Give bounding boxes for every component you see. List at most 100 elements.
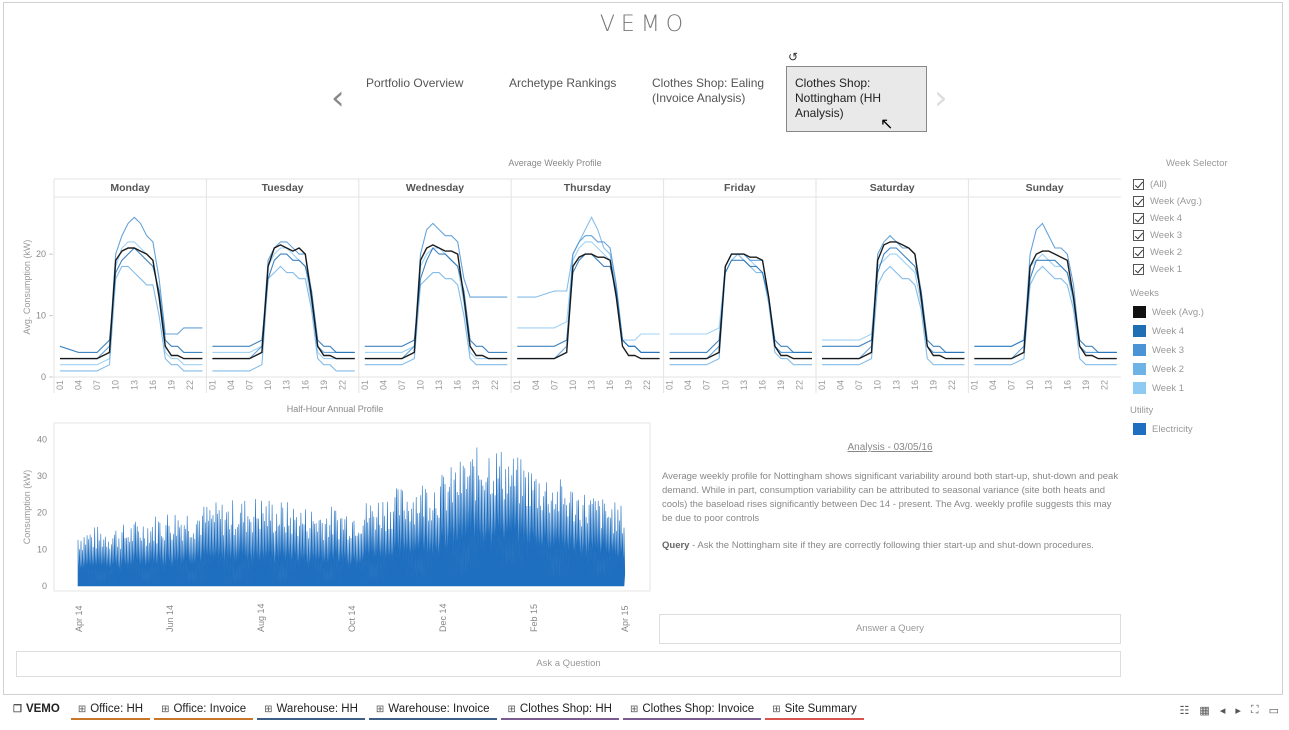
next-sheet-icon[interactable]: ▸ <box>1235 705 1241 717</box>
weeks-legend-item[interactable]: Week 4 <box>1133 324 1184 338</box>
week-selector-option[interactable]: (All) <box>1133 177 1167 191</box>
weekly-x-tick-label: 04 <box>988 380 998 390</box>
presentation-icon[interactable]: ▭ <box>1268 705 1279 717</box>
legend-swatch <box>1133 344 1146 356</box>
sheet-tab-label: Site Summary <box>784 703 857 715</box>
checkbox-checked-icon[interactable] <box>1133 195 1144 207</box>
sheet-icon: ⊞ <box>629 703 639 715</box>
week-selector-option[interactable]: Week 2 <box>1133 245 1182 259</box>
sheet-tab-bar: ❐ VEMO ⊞ Office: HH ⊞ Office: Invoice ⊞ Warehou… <box>0 698 1289 722</box>
week-selector-option[interactable]: Week 1 <box>1133 262 1182 276</box>
weekly-x-tick-label: 07 <box>92 380 102 390</box>
weekly-x-tick-label: 04 <box>683 380 693 390</box>
checkbox-checked-icon[interactable] <box>1133 178 1144 190</box>
grid-view-icon[interactable]: ▦ <box>1199 705 1210 717</box>
annual-x-tick-label: Oct 14 <box>347 605 357 632</box>
prev-sheet-icon[interactable]: ◂ <box>1219 705 1226 717</box>
weeks-legend-title: Weeks <box>1130 288 1159 299</box>
weekly-series-line-week-4-saturday <box>822 247 965 353</box>
weekly-x-tick-label: 19 <box>471 380 481 390</box>
sheet-tab-site-summary[interactable]: ⊞ Site Summary <box>765 700 864 720</box>
weekly-x-tick-label: 07 <box>1007 380 1017 390</box>
sheet-tab-warehouse-hh[interactable]: ⊞ Warehouse: HH <box>257 700 365 720</box>
weekly-series-line-week-3-wednesday <box>364 222 508 360</box>
weekly-x-tick-label: 13 <box>891 380 901 390</box>
weekly-x-tick-label: 19 <box>166 380 176 390</box>
week-selector-option[interactable]: Week 4 <box>1133 211 1182 225</box>
sheet-icon: ⊞ <box>161 703 170 715</box>
legend-swatch <box>1133 382 1146 394</box>
previous-arrow-icon[interactable]: ‹ <box>331 78 345 118</box>
checkbox-checked-icon[interactable] <box>1133 212 1144 224</box>
annual-y-axis-label: Consumption (kW) <box>22 470 32 545</box>
weekly-y-tick-label: 0 <box>41 372 46 382</box>
weekly-x-tick-label: 16 <box>757 380 767 390</box>
checkbox-checked-icon[interactable] <box>1133 246 1144 258</box>
weekday-header-monday: Monday <box>110 182 150 194</box>
weeks-legend-label: Week 3 <box>1152 344 1185 356</box>
ask-question-button[interactable]: Ask a Question <box>16 651 1121 677</box>
query-text: Query - Ask the Nottingham site if they … <box>662 539 1120 553</box>
nav-clothes-shop-ealing[interactable]: Clothes Shop: Ealing (Invoice Analysis) <box>652 76 765 105</box>
weeks-legend-item[interactable]: Week 2 <box>1133 362 1184 376</box>
weekly-x-tick-label: 10 <box>416 380 426 390</box>
checkbox-checked-icon[interactable] <box>1133 263 1144 275</box>
fullscreen-icon[interactable]: ⛶ <box>1250 704 1259 716</box>
weekly-x-tick-label: 01 <box>817 380 827 390</box>
weekly-x-tick-label: 01 <box>360 380 370 390</box>
weekly-x-tick-label: 22 <box>947 380 957 390</box>
weekly-series-line-week-2-friday <box>669 253 812 366</box>
sheet-icon: ⊞ <box>375 703 385 715</box>
checkbox-checked-icon[interactable] <box>1133 229 1144 241</box>
weekly-x-tick-label: 04 <box>226 380 236 390</box>
sheet-tab-label: Warehouse: HH <box>276 703 358 715</box>
weekly-series-line-week-2-sunday <box>974 265 1117 366</box>
annual-chart-title: Half-Hour Annual Profile <box>286 404 384 414</box>
sheet-tab-clothes-shop-hh[interactable]: ⊞ Clothes Shop: HH <box>500 700 619 720</box>
sheet-tab-label: VEMO <box>25 703 60 715</box>
weekly-series-line-week-4-friday <box>669 259 812 353</box>
weekly-x-tick-label: 10 <box>720 380 730 390</box>
weekly-series-line-week-avg--sunday <box>974 250 1117 360</box>
annual-x-tick-label: Apr 15 <box>620 605 630 632</box>
revert-icon[interactable]: ↺ <box>788 50 799 64</box>
weekly-x-tick-label: 07 <box>549 380 559 390</box>
week-selector-option[interactable]: Week 3 <box>1133 228 1182 242</box>
sheet-tab-warehouse-invoice[interactable]: ⊞ Warehouse: Invoice <box>368 700 497 720</box>
weekly-x-tick-label: 16 <box>148 380 158 390</box>
filmstrip-icon[interactable]: ☷ <box>1179 705 1190 717</box>
sheet-tab-label: Office: HH <box>90 703 144 715</box>
analysis-body: Average weekly profile for Nottingham sh… <box>662 471 1119 524</box>
nav-archetype-rankings[interactable]: Archetype Rankings <box>509 76 617 90</box>
sheet-tab-label: Office: Invoice <box>173 703 247 715</box>
weekly-x-tick-label: 19 <box>1081 380 1091 390</box>
next-arrow-icon[interactable]: › <box>934 78 948 118</box>
weekly-x-tick-label: 19 <box>928 380 938 390</box>
mouse-cursor-icon: ↖ <box>880 116 894 133</box>
weekday-header-sunday: Sunday <box>1026 182 1064 194</box>
sheet-tab-office-invoice[interactable]: ⊞ Office: Invoice <box>154 700 254 720</box>
sheet-tab-vemo[interactable]: ❐ VEMO <box>6 700 67 720</box>
answer-query-button[interactable]: Answer a Query <box>659 614 1121 644</box>
weekly-series-line-week-2-wednesday <box>364 272 508 366</box>
nav-clothes-shop-nottingham[interactable]: Clothes Shop: Nottingham (HH Analysis) <box>786 66 927 132</box>
utility-legend-item[interactable]: Electricity <box>1133 422 1193 436</box>
weeks-legend-label: Week 4 <box>1152 325 1185 337</box>
weeks-legend-item[interactable]: Week 3 <box>1133 343 1184 357</box>
week-selector-option[interactable]: Week (Avg.) <box>1133 194 1202 208</box>
sheet-tab-clothes-shop-invoice[interactable]: ⊞ Clothes Shop: Invoice <box>622 700 762 720</box>
weekly-x-tick-label: 22 <box>795 380 805 390</box>
weeks-legend-item[interactable]: Week (Avg.) <box>1133 305 1204 319</box>
weekly-x-tick-label: 13 <box>282 380 292 390</box>
annual-y-tick-label: 30 <box>37 471 47 481</box>
bottom-toolbar: ☷ ▦ ◂ ▸ ⛶ ▭ <box>1180 704 1279 717</box>
nav-portfolio-overview[interactable]: Portfolio Overview <box>366 76 464 90</box>
sheet-tab-office-hh[interactable]: ⊞ Office: HH <box>70 700 151 720</box>
analysis-title[interactable]: Analysis - 03/05/16 <box>847 442 933 453</box>
weekly-x-tick-label: 13 <box>434 380 444 390</box>
weekly-x-tick-label: 19 <box>319 380 329 390</box>
legend-swatch <box>1133 423 1146 435</box>
weeks-legend-item[interactable]: Week 1 <box>1133 381 1184 395</box>
sheet-tab-label: Warehouse: Invoice <box>388 703 490 715</box>
